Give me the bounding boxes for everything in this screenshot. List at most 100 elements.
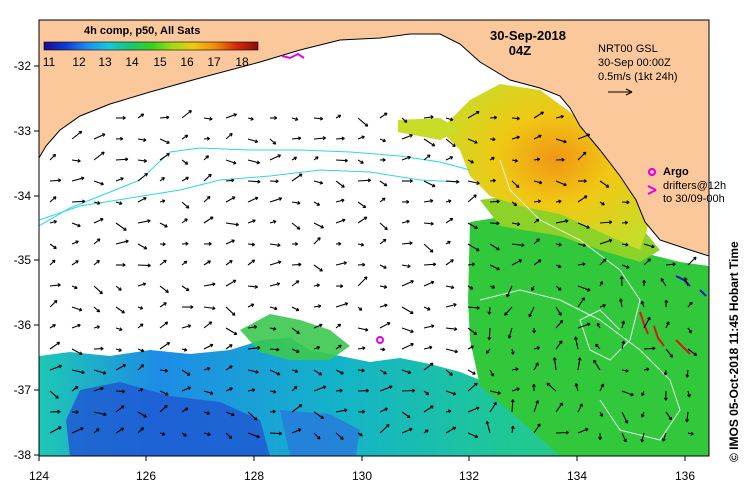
current-vector-icon bbox=[555, 115, 564, 119]
current-vector-head-icon bbox=[431, 142, 436, 147]
current-vector-head-icon bbox=[608, 220, 613, 225]
current-vector-head-icon bbox=[315, 156, 319, 160]
current-vector-head-icon bbox=[583, 195, 588, 199]
current-vector-head-icon bbox=[693, 256, 697, 261]
current-vector-icon bbox=[335, 219, 346, 224]
current-vector-head-icon bbox=[316, 202, 321, 206]
current-vector-icon bbox=[577, 357, 581, 371]
current-vector-icon bbox=[181, 260, 188, 266]
argo-float-icon bbox=[376, 336, 384, 344]
current-vector-head-icon bbox=[621, 320, 626, 325]
current-vector-head-icon bbox=[185, 176, 189, 181]
current-vector-icon bbox=[225, 196, 236, 203]
current-vector-head-icon bbox=[163, 302, 167, 306]
current-vector-head-icon bbox=[274, 115, 278, 120]
current-vector-icon bbox=[115, 201, 123, 205]
current-vector-head-icon bbox=[558, 199, 562, 204]
current-vector-head-icon bbox=[490, 373, 495, 377]
current-vector-head-icon bbox=[515, 184, 520, 188]
current-vector-head-icon bbox=[406, 219, 410, 224]
sst-contour-north bbox=[39, 147, 471, 227]
current-vector-icon bbox=[665, 263, 676, 266]
current-vector-icon bbox=[137, 427, 144, 434]
current-vector-head-icon bbox=[559, 320, 564, 324]
current-vector-head-icon bbox=[382, 347, 386, 352]
current-vector-icon bbox=[159, 342, 170, 350]
current-vectors bbox=[49, 110, 698, 443]
current-vector-head-icon bbox=[342, 218, 346, 223]
current-vector-icon bbox=[489, 369, 494, 377]
current-vector-icon bbox=[335, 261, 347, 266]
plot-frame bbox=[38, 19, 710, 457]
current-vector-head-icon bbox=[361, 135, 365, 140]
current-vector-head-icon bbox=[630, 392, 634, 397]
current-vector-head-icon bbox=[449, 117, 454, 122]
current-vector-icon bbox=[247, 159, 260, 164]
plot-area bbox=[39, 20, 709, 456]
current-vector-head-icon bbox=[166, 342, 171, 346]
current-vector-head-icon bbox=[618, 298, 623, 302]
current-vector-head-icon bbox=[683, 277, 688, 281]
sst-contour-white-2 bbox=[479, 289, 681, 441]
current-vector-icon bbox=[335, 302, 348, 308]
current-vector-icon bbox=[115, 306, 125, 314]
current-vector-head-icon bbox=[582, 151, 587, 156]
current-vector-icon bbox=[553, 357, 557, 371]
current-vector-head-icon bbox=[507, 335, 512, 339]
current-vector-icon bbox=[423, 325, 435, 329]
current-vector-icon bbox=[665, 411, 673, 421]
current-vector-icon bbox=[423, 180, 436, 187]
current-vector-icon bbox=[313, 323, 323, 329]
current-vector-icon bbox=[203, 367, 211, 371]
current-vector-icon bbox=[49, 259, 56, 266]
current-vector-head-icon bbox=[143, 138, 147, 142]
current-vector-icon bbox=[687, 301, 693, 308]
current-vector-head-icon bbox=[316, 435, 321, 440]
current-vector-head-icon bbox=[96, 325, 100, 330]
x-tick-label: 126 bbox=[136, 469, 156, 483]
current-vector-icon bbox=[445, 180, 459, 183]
current-vector-head-icon bbox=[595, 343, 599, 348]
current-vector-icon bbox=[181, 324, 191, 329]
current-vector-icon bbox=[445, 348, 458, 353]
current-vector-icon bbox=[357, 327, 369, 331]
y-tick-label: -33 bbox=[14, 124, 32, 138]
current-vector-head-icon bbox=[531, 287, 535, 291]
current-vector-head-icon bbox=[256, 434, 260, 439]
current-vector-icon bbox=[357, 216, 368, 224]
current-vector-icon bbox=[247, 326, 257, 329]
current-vector-icon bbox=[599, 304, 606, 308]
current-vector-head-icon bbox=[651, 244, 655, 249]
current-vector-head-icon bbox=[295, 280, 300, 284]
current-vector-head-icon bbox=[144, 173, 148, 177]
current-vector-head-icon bbox=[340, 371, 344, 375]
current-vector-head-icon bbox=[77, 223, 81, 228]
current-vector-head-icon bbox=[491, 156, 495, 161]
current-vector-head-icon bbox=[599, 413, 604, 417]
current-vector-head-icon bbox=[410, 280, 414, 284]
current-vector-head-icon bbox=[184, 218, 188, 222]
current-vector-head-icon bbox=[231, 239, 235, 244]
current-vector-head-icon bbox=[102, 370, 107, 375]
current-vector-icon bbox=[291, 369, 298, 373]
current-vector-head-icon bbox=[143, 197, 147, 201]
current-vector-head-icon bbox=[474, 225, 478, 229]
current-vector-head-icon bbox=[207, 432, 211, 437]
current-vector-head-icon bbox=[430, 115, 434, 120]
current-vector-head-icon bbox=[492, 178, 496, 183]
current-vector-head-icon bbox=[277, 154, 282, 158]
current-vector-icon bbox=[291, 263, 302, 266]
current-vector-icon bbox=[357, 369, 365, 372]
current-vector-icon bbox=[137, 282, 146, 287]
current-vector-icon bbox=[269, 306, 278, 310]
current-vector-head-icon bbox=[510, 351, 515, 355]
current-vector-head-icon bbox=[53, 300, 58, 304]
current-vector-icon bbox=[269, 138, 277, 145]
current-vector-head-icon bbox=[493, 115, 498, 120]
current-vector-icon bbox=[379, 407, 388, 413]
current-vector-head-icon bbox=[362, 262, 366, 267]
sst-mid-green bbox=[240, 314, 350, 360]
current-vector-icon bbox=[533, 111, 544, 119]
current-vector-head-icon bbox=[257, 345, 261, 350]
current-vector-head-icon bbox=[685, 419, 689, 423]
